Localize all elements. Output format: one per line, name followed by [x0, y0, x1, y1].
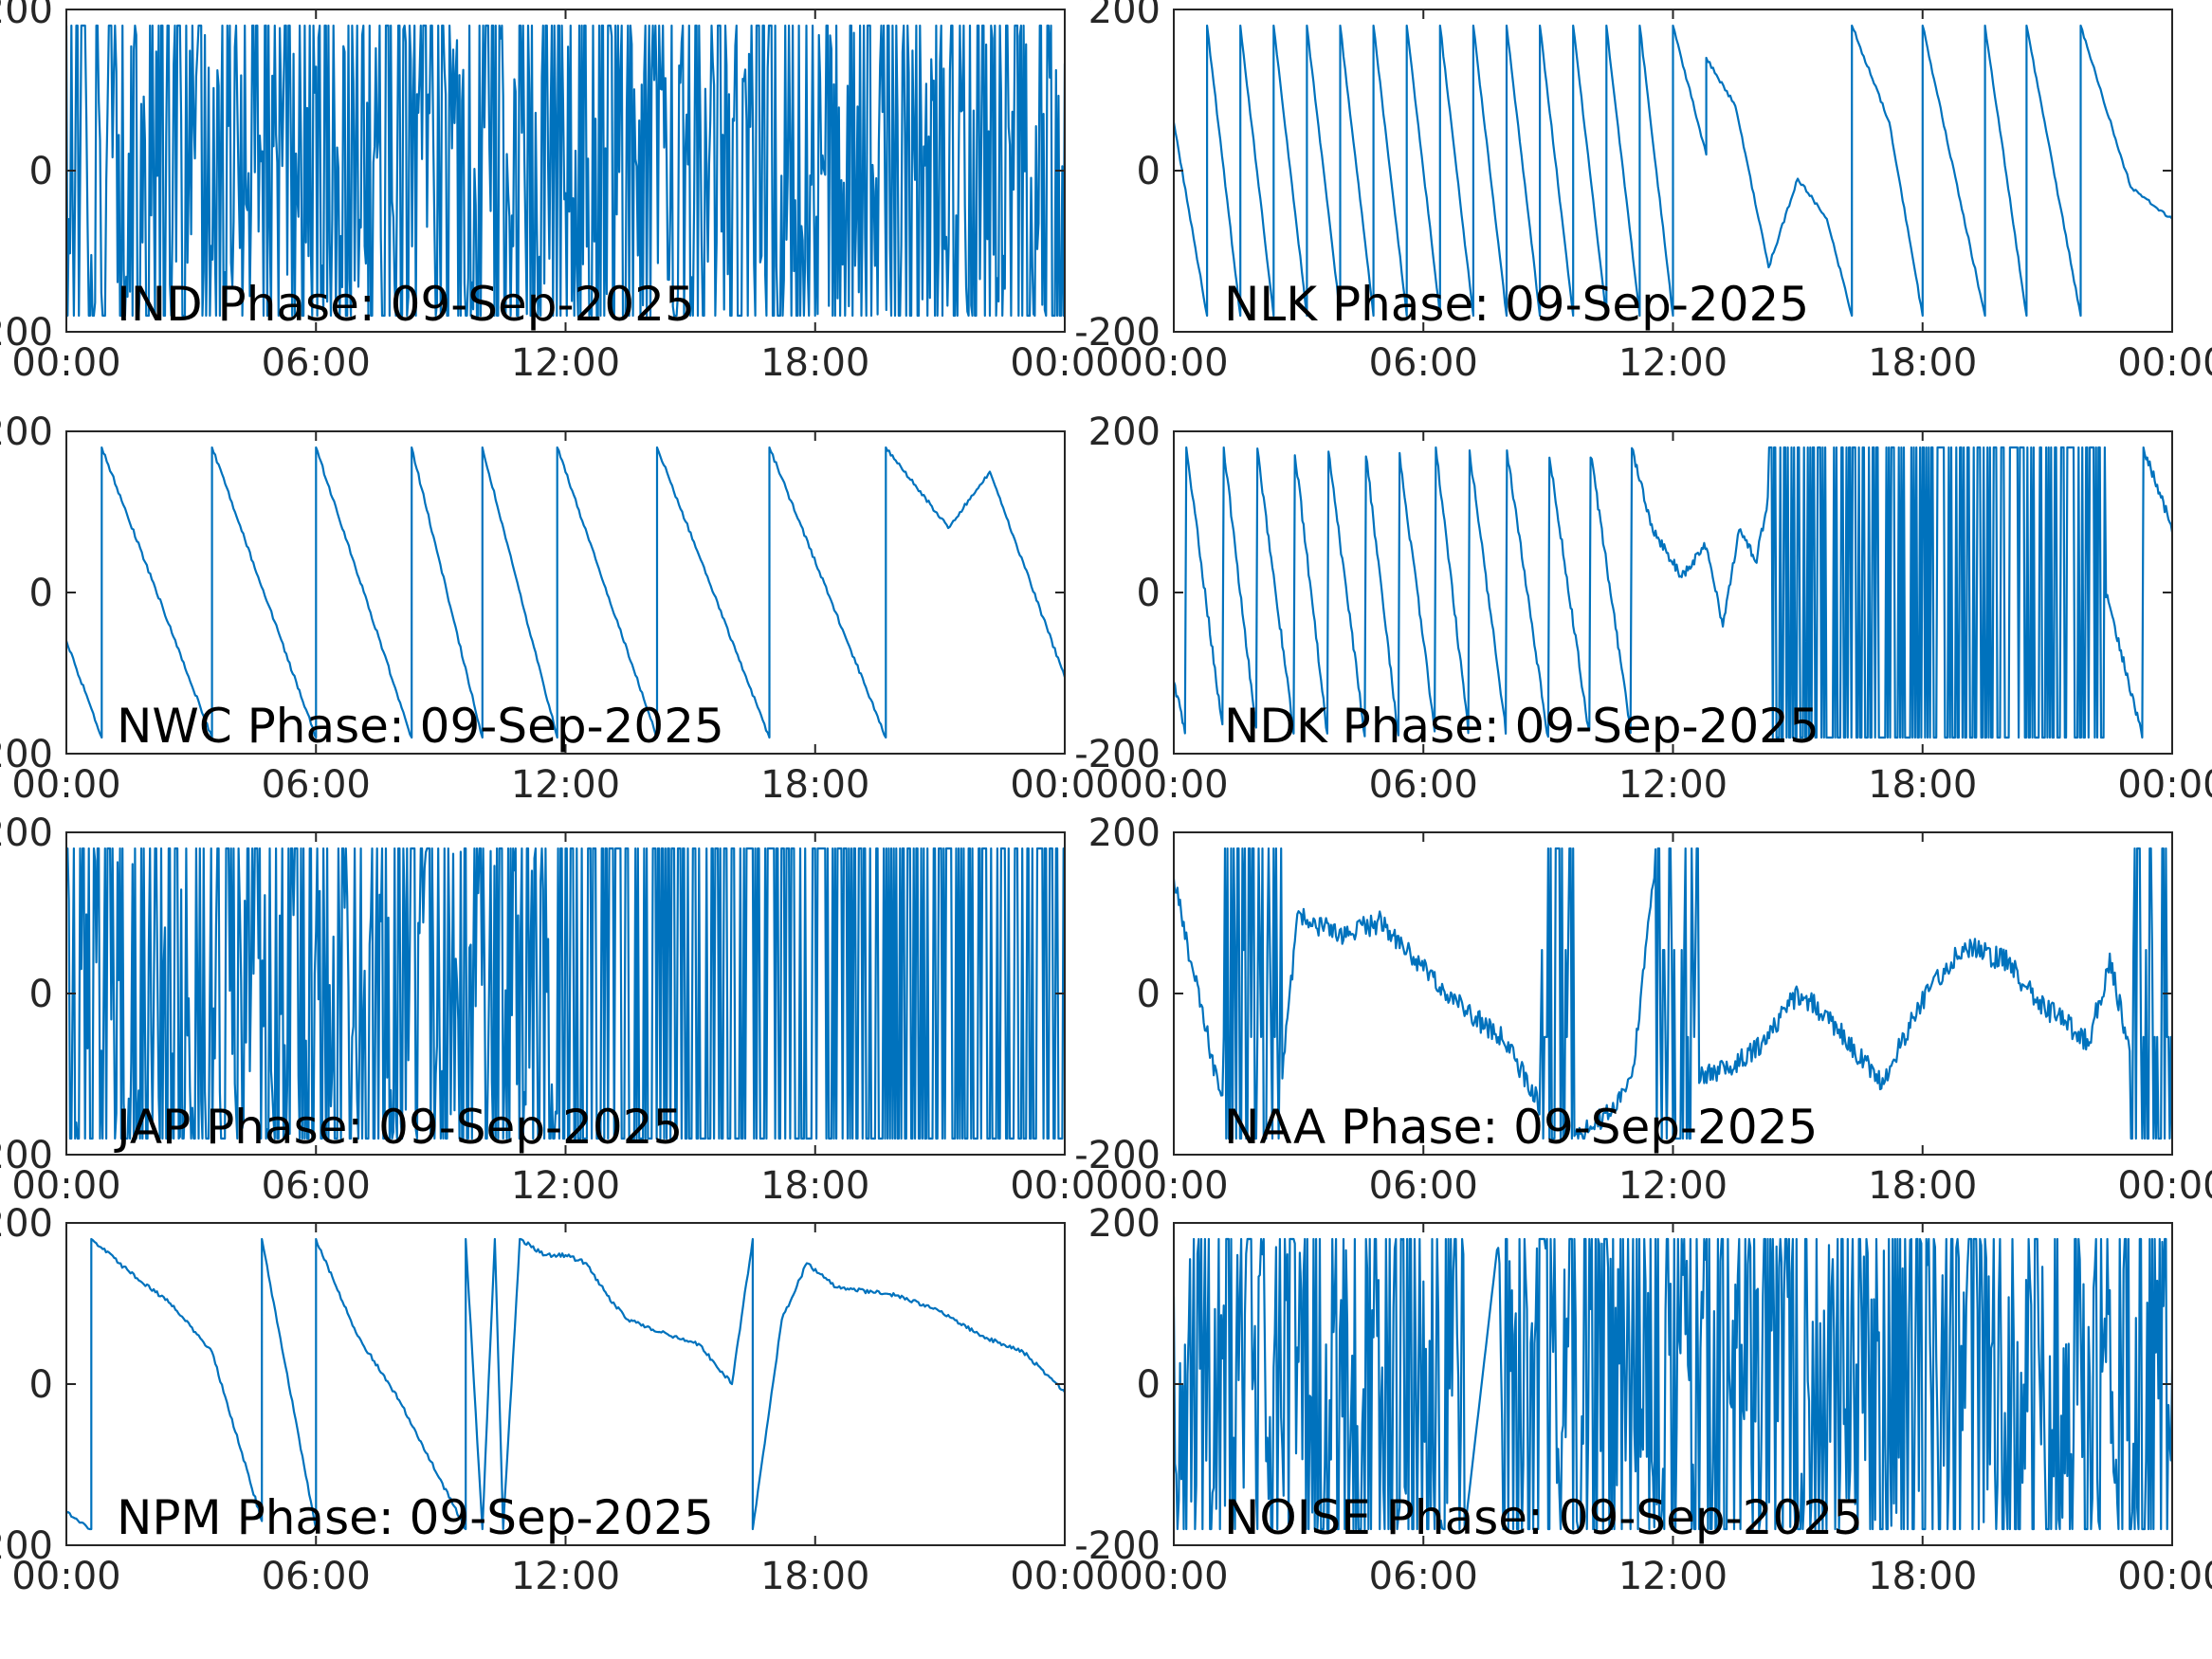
panel-title: NWC Phase: 09-Sep-2025: [117, 699, 724, 754]
y-tick-label: 200: [0, 0, 53, 32]
x-tick-label: 06:00: [1369, 341, 1478, 385]
y-tick-label: 0: [1137, 572, 1161, 615]
x-tick-label: 00:00: [1119, 1555, 1228, 1598]
x-tick-label: 00:00: [2117, 763, 2212, 807]
x-tick-label: 00:00: [1119, 341, 1228, 385]
x-tick-label: 18:00: [1868, 1555, 1977, 1598]
trace-line: [66, 446, 1065, 739]
x-tick-label: 00:00: [1010, 1555, 1119, 1598]
y-tick-label: 0: [1137, 150, 1161, 193]
y-tick-label: 0: [29, 150, 53, 193]
x-tick-label: 12:00: [511, 341, 620, 385]
x-tick-label: 00:00: [11, 763, 120, 807]
y-tick-label: 0: [29, 973, 53, 1016]
x-tick-label: 00:00: [1010, 763, 1119, 807]
x-tick-label: 18:00: [1868, 1164, 1977, 1208]
x-tick-label: 18:00: [760, 1555, 869, 1598]
y-tick-label: 0: [1137, 1363, 1161, 1407]
y-tick-label: 200: [1088, 0, 1161, 32]
y-tick-label: -200: [0, 1134, 53, 1177]
y-tick-label: 200: [1088, 410, 1161, 454]
panel-title: NOISE Phase: 09-Sep-2025: [1224, 1490, 1863, 1545]
y-tick-label: 200: [1088, 1202, 1161, 1246]
trace-line: [1174, 24, 2172, 318]
x-tick-label: 06:00: [1369, 1555, 1478, 1598]
panel-title: NLK Phase: 09-Sep-2025: [1224, 277, 1809, 332]
x-tick-label: 00:00: [11, 1164, 120, 1208]
x-tick-label: 00:00: [2117, 1555, 2212, 1598]
panel-title: NPM Phase: 09-Sep-2025: [117, 1490, 714, 1545]
y-tick-label: -200: [0, 1524, 53, 1568]
trace-line: [1174, 1237, 2172, 1531]
panel-4: 00:00 06:00 12:00 18:00 00:00 200 0 -200 JAP Pha…: [0, 811, 1120, 1208]
y-tick-label: 0: [29, 572, 53, 615]
x-tick-label: 18:00: [760, 763, 869, 807]
panel-5: 00:00 06:00 12:00 18:00 00:00 200 0 -200 NAA Pha…: [1074, 811, 2212, 1208]
x-tick-label: 00:00: [1119, 763, 1228, 807]
trace-line: [1174, 847, 2172, 1140]
trace-line: [1174, 446, 2172, 739]
x-tick-label: 18:00: [1868, 341, 1977, 385]
trace-line: [66, 24, 1065, 318]
y-tick-label: -200: [1074, 311, 1161, 355]
panel-7: 00:00 06:00 12:00 18:00 00:00 200 0 -200 NOISE P…: [1074, 1202, 2212, 1598]
x-tick-label: 00:00: [1010, 341, 1119, 385]
y-tick-label: -200: [0, 733, 53, 776]
y-tick-label: -200: [1074, 1524, 1161, 1568]
x-tick-label: 00:00: [1010, 1164, 1119, 1208]
panel-0: 00:00 06:00 12:00 18:00 00:00 200 0 -200 IND Pha…: [0, 0, 1120, 385]
x-tick-label: 00:00: [1119, 1164, 1228, 1208]
y-tick-label: -200: [0, 311, 53, 355]
x-tick-label: 00:00: [2117, 1164, 2212, 1208]
panel-title: NAA Phase: 09-Sep-2025: [1224, 1100, 1818, 1155]
x-tick-label: 18:00: [1868, 763, 1977, 807]
panel-title: IND Phase: 09-Sep-2025: [117, 277, 695, 332]
x-tick-label: 00:00: [2117, 341, 2212, 385]
x-tick-label: 12:00: [1618, 1164, 1728, 1208]
x-tick-label: 12:00: [511, 763, 620, 807]
x-tick-label: 00:00: [11, 341, 120, 385]
x-tick-label: 12:00: [1618, 341, 1728, 385]
panel-6: 00:00 06:00 12:00 18:00 00:00 200 0 -200 NPM Pha…: [0, 1202, 1120, 1598]
y-tick-label: 200: [0, 811, 53, 855]
x-tick-label: 06:00: [1369, 1164, 1478, 1208]
panel-2: 00:00 06:00 12:00 18:00 00:00 200 0 -200 NWC Pha…: [0, 410, 1120, 807]
x-tick-label: 18:00: [760, 341, 869, 385]
y-tick-label: 0: [29, 1363, 53, 1407]
x-tick-label: 06:00: [1369, 763, 1478, 807]
y-tick-label: -200: [1074, 1134, 1161, 1177]
y-tick-label: 200: [0, 1202, 53, 1246]
x-tick-label: 06:00: [262, 341, 371, 385]
trace-line: [66, 1237, 1065, 1531]
y-tick-label: 0: [1137, 973, 1161, 1016]
x-tick-label: 12:00: [511, 1164, 620, 1208]
x-tick-label: 06:00: [262, 1164, 371, 1208]
x-tick-label: 12:00: [511, 1555, 620, 1598]
panel-title: NDK Phase: 09-Sep-2025: [1224, 699, 1819, 754]
y-tick-label: 200: [1088, 811, 1161, 855]
panel-3: 00:00 06:00 12:00 18:00 00:00 200 0 -200 NDK Pha…: [1074, 410, 2212, 807]
x-tick-label: 12:00: [1618, 1555, 1728, 1598]
x-tick-label: 06:00: [262, 1555, 371, 1598]
x-tick-label: 06:00: [262, 763, 371, 807]
panel-title: JAP Phase: 09-Sep-2025: [114, 1100, 683, 1155]
x-tick-label: 18:00: [760, 1164, 869, 1208]
y-tick-label: 200: [0, 410, 53, 454]
x-tick-label: 12:00: [1618, 763, 1728, 807]
panel-1: 00:00 06:00 12:00 18:00 00:00 200 0 -200 NLK Pha…: [1074, 0, 2212, 385]
x-tick-label: 00:00: [11, 1555, 120, 1598]
y-tick-label: -200: [1074, 733, 1161, 776]
trace-line: [66, 847, 1065, 1140]
